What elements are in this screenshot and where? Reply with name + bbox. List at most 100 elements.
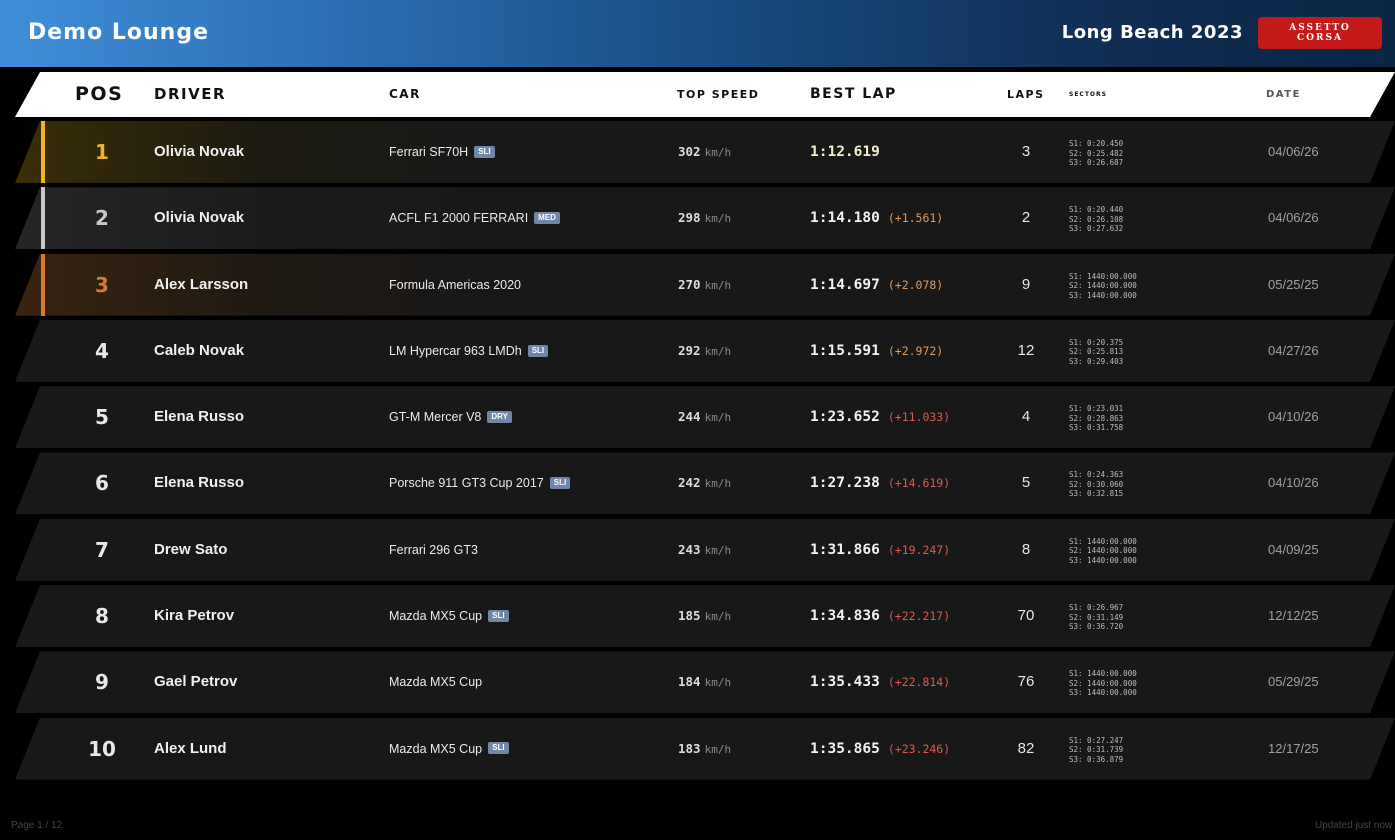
lap-count: 76	[1017, 673, 1035, 691]
sector-1-time: S1: 0:20.440	[1069, 205, 1124, 215]
table-row[interactable]: 7 Drew Sato Ferrari 296 GT3 243 km/h 1:31.866…	[0, 519, 1395, 581]
table-row[interactable]: 9 Gael Petrov Mazda MX5 Cup 184 km/h 1:35.433…	[0, 651, 1395, 713]
header-top-speed: TOP SPEED	[677, 88, 760, 101]
sector-times: S1: 1440:00.000 S2: 1440:00.000 S3: 1440:0…	[1069, 669, 1137, 698]
table-row[interactable]: 4 Caleb Novak LM Hypercar 963 LMDh SLI 292 km…	[0, 320, 1395, 382]
row-background	[15, 386, 1395, 448]
table-row[interactable]: 1 Olivia Novak Ferrari SF70H SLI 302 km/h 1:12…	[0, 121, 1395, 183]
lap-count: 70	[1017, 607, 1035, 625]
best-lap-time: 1:35.865	[810, 740, 880, 757]
lap-date: 04/10/26	[1268, 475, 1319, 491]
top-speed-cell: 302 km/h	[678, 121, 731, 184]
driver-name: Alex Larsson	[154, 275, 249, 293]
position-number: 3	[95, 272, 109, 297]
driver-name: Kira Petrov	[154, 607, 235, 625]
lap-date: 04/06/26	[1268, 210, 1319, 226]
position-number: 5	[95, 405, 109, 430]
top-speed-cell: 183 km/h	[678, 718, 731, 781]
row-background	[15, 254, 1395, 316]
top-speed-value: 184	[678, 674, 701, 690]
sector-1-time: S1: 1440:00.000	[1069, 271, 1137, 281]
row-background	[15, 718, 1395, 780]
sector-1-time: S1: 0:20.450	[1069, 139, 1124, 148]
driver-name: Drew Sato	[154, 540, 228, 558]
gap-to-leader: (+1.561)	[887, 211, 944, 226]
gap-to-leader: (+22.814)	[887, 675, 951, 690]
gap-to-leader: (+19.247)	[887, 542, 951, 557]
best-lap-time: 1:23.652	[810, 409, 880, 426]
lap-date: 04/27/26	[1268, 342, 1319, 358]
car-cell: Mazda MX5 Cup SLI	[389, 585, 509, 647]
top-speed-cell: 292 km/h	[678, 320, 731, 383]
lap-date: 05/29/25	[1268, 674, 1319, 690]
top-speed-cell: 243 km/h	[678, 519, 731, 582]
lap-count: 4	[1021, 408, 1031, 426]
header-sectors: SECTORS	[1069, 91, 1107, 98]
speed-unit: km/h	[704, 212, 732, 226]
lap-count: 2	[1021, 209, 1031, 227]
best-lap-cell: 1:14.697 (+2.078)	[810, 254, 943, 316]
driver-name: Elena Russo	[154, 408, 245, 426]
speed-unit: km/h	[704, 278, 732, 292]
sector-3-time: S3: 0:36.879	[1069, 754, 1124, 764]
server-title: Demo Lounge	[28, 20, 210, 45]
table-row[interactable]: 5 Elena Russo GT-M Mercer V8 DRY 244 km/h 1:23…	[0, 386, 1395, 448]
top-speed-value: 242	[678, 475, 701, 491]
tyre-tag: SLI	[488, 742, 509, 755]
sector-1-time: S1: 0:27.247	[1069, 735, 1124, 745]
header-car: CAR	[389, 87, 421, 101]
sector-2-time: S2: 0:30.060	[1069, 479, 1124, 489]
updated-status: Updated just now	[1315, 820, 1393, 831]
sector-3-time: S3: 0:27.632	[1069, 224, 1124, 234]
sector-times: S1: 0:24.363 S2: 0:30.060 S3: 0:32.815	[1069, 470, 1123, 499]
header-laps: LAPS	[1007, 88, 1045, 101]
row-background	[15, 187, 1395, 249]
row-background	[15, 519, 1395, 581]
best-lap-cell: 1:27.238 (+14.619)	[810, 452, 950, 514]
best-lap-cell: 1:23.652 (+11.033)	[810, 386, 950, 448]
driver-name: Olivia Novak	[154, 209, 245, 227]
lap-count: 9	[1021, 275, 1031, 293]
lap-date: 04/06/26	[1268, 144, 1319, 159]
sector-2-time: S2: 0:31.149	[1069, 612, 1124, 622]
car-cell: GT-M Mercer V8 DRY	[389, 386, 512, 448]
lap-count: 8	[1021, 540, 1031, 558]
lap-count: 3	[1021, 143, 1031, 160]
lap-date: 04/10/26	[1268, 409, 1319, 425]
position-number: 10	[88, 736, 116, 761]
sector-3-time: S3: 0:36.720	[1069, 622, 1124, 632]
sector-3-time: S3: 0:26.687	[1069, 158, 1124, 167]
table-row[interactable]: 3 Alex Larsson Formula Americas 2020 270 km/…	[0, 253, 1395, 316]
car-cell: Formula Americas 2020	[389, 254, 521, 316]
car-cell: Mazda MX5 Cup	[389, 651, 482, 713]
table-row[interactable]: 10 Alex Lund Mazda MX5 Cup SLI 183 km/h 1:35.8…	[0, 718, 1395, 780]
gap-to-leader: (+14.619)	[887, 476, 951, 491]
speed-unit: km/h	[704, 344, 732, 358]
logo-line-1: ASSETTO	[1289, 23, 1351, 33]
sector-times: S1: 0:26.967 S2: 0:31.149 S3: 0:36.720	[1069, 603, 1123, 632]
gap-to-leader: (+22.217)	[887, 609, 951, 624]
best-lap-cell: 1:35.865 (+23.246)	[810, 718, 950, 780]
table-row[interactable]: 6 Elena Russo Porsche 911 GT3 Cup 2017 SLI 2…	[0, 452, 1395, 514]
top-speed-cell: 298 km/h	[678, 187, 731, 250]
top-speed-cell: 184 km/h	[678, 651, 731, 714]
gap-to-leader: (+2.078)	[887, 277, 944, 292]
sector-2-time: S2: 1440:00.000	[1069, 678, 1137, 688]
sector-times: S1: 0:20.375 S2: 0:25.813 S3: 0:29.403	[1069, 338, 1123, 367]
speed-unit: km/h	[704, 477, 732, 491]
sector-2-time: S2: 1440:00.000	[1069, 546, 1137, 556]
car-name: ACFL F1 2000 FERRARI	[389, 211, 529, 226]
sector-3-time: S3: 0:31.758	[1069, 423, 1124, 433]
best-lap-time: 1:12.619	[810, 144, 880, 160]
table-header: POS DRIVER CAR TOP SPEED BEST LAP LAPS S…	[15, 72, 1395, 117]
table-row[interactable]: 2 Olivia Novak ACFL F1 2000 FERRARI MED 298 k…	[0, 187, 1395, 250]
sector-1-time: S1: 0:24.363	[1069, 470, 1124, 480]
car-cell: Ferrari SF70H SLI	[389, 121, 495, 183]
best-lap-time: 1:34.836	[810, 608, 880, 625]
car-cell: Ferrari 296 GT3	[389, 519, 478, 581]
top-speed-cell: 185 km/h	[678, 585, 731, 648]
gap-to-leader: (+2.972)	[887, 343, 944, 358]
table-row[interactable]: 8 Kira Petrov Mazda MX5 Cup SLI 185 km/h 1:34.…	[0, 585, 1395, 647]
speed-unit: km/h	[704, 742, 732, 756]
